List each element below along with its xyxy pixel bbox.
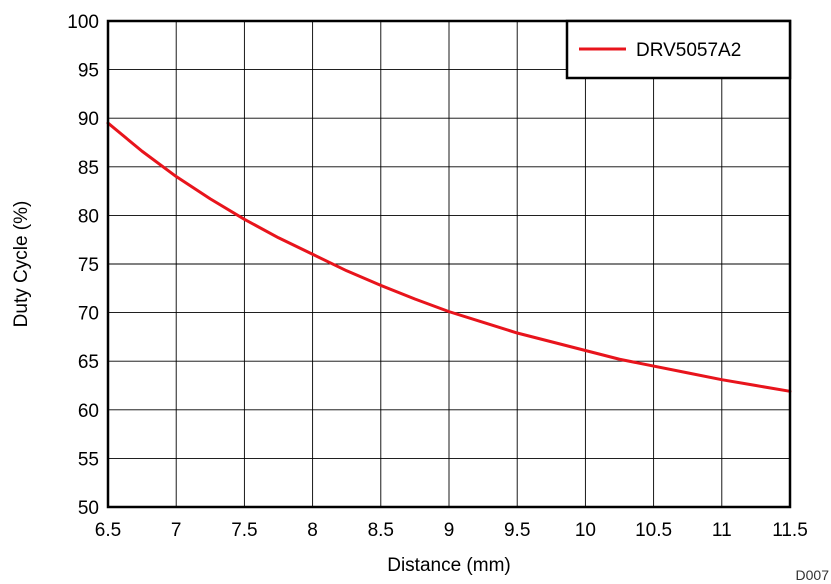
x-tick-label: 8.5 [368,520,394,541]
figure-id: D007 [796,567,830,583]
grid-lines [107,20,791,508]
x-tick-label: 8 [307,520,318,541]
x-tick-label: 7 [171,520,182,541]
y-tick-label: 90 [78,109,99,130]
y-tick-label: 70 [78,304,99,325]
x-tick-label: 10 [575,520,596,541]
y-tick-label: 100 [67,12,99,33]
y-tick-labels: 50 55 60 65 70 75 80 85 90 95 100 [67,12,99,519]
x-tick-label: 10.5 [635,520,672,541]
x-tick-label: 9.5 [504,520,530,541]
x-tick-label: 7.5 [231,520,257,541]
y-tick-label: 85 [78,158,99,179]
x-tick-label: 11 [712,520,732,541]
y-tick-label: 65 [78,352,99,373]
series-line [106,121,792,393]
legend: DRV5057A2 [565,19,792,80]
y-tick-label: 95 [78,61,99,82]
plot-frame [106,19,792,509]
y-axis-title: Duty Cycle (%) [11,201,32,328]
series-layer [106,121,792,393]
y-tick-label: 55 [78,449,99,470]
y-tick-label: 50 [78,498,99,519]
y-tick-label: 60 [78,401,99,422]
y-tick-label: 80 [78,206,99,227]
x-tick-labels: 6.5 7 7.5 8 8.5 9 9.5 10 10.5 11 11.5 [95,520,808,541]
x-tick-label: 6.5 [95,520,121,541]
x-tick-label: 11.5 [772,520,808,541]
legend-label: DRV5057A2 [636,40,741,61]
x-axis-title: Distance (mm) [387,555,511,576]
y-tick-label: 75 [78,255,99,276]
x-tick-label: 9 [444,520,455,541]
